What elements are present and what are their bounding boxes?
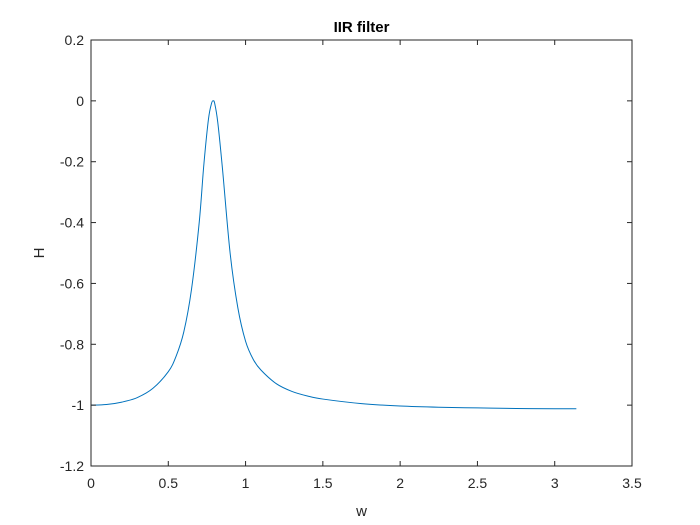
plot-border — [90, 39, 633, 467]
y-tick-label: -1.2 — [60, 458, 84, 474]
chart-title: IIR filter — [334, 19, 390, 36]
x-tick-label: 0 — [87, 475, 95, 491]
x-axis-label: w — [355, 503, 367, 520]
x-tick-label: 3.5 — [622, 475, 642, 491]
x-tick-label: 1 — [242, 475, 250, 491]
series-layer — [90, 100, 577, 410]
y-tick-label: 0.2 — [65, 32, 85, 48]
x-tick-label: 2.5 — [468, 475, 488, 491]
y-tick-label: -0.6 — [60, 275, 84, 291]
tick-labels-layer: 0 0.5 1 1.5 2 2.5 3 3.5 0.2 0 -0.2 -0.4 -0.6 -0.8 -1 -1… — [60, 32, 642, 491]
plot-area — [91, 40, 632, 466]
series-line — [90, 100, 577, 410]
x-tick-label: 2 — [396, 475, 404, 491]
y-tick-label: -0.2 — [60, 154, 84, 170]
y-tick-label: -1 — [72, 397, 85, 413]
y-tick-label: -0.8 — [60, 336, 84, 352]
y-axis-label: H — [31, 248, 48, 259]
x-tick-label: 1.5 — [313, 475, 333, 491]
y-tick-label: 0 — [76, 93, 84, 109]
x-tick-label: 0.5 — [159, 475, 179, 491]
x-tick-label: 3 — [551, 475, 559, 491]
y-tick-label: -0.4 — [60, 215, 84, 231]
